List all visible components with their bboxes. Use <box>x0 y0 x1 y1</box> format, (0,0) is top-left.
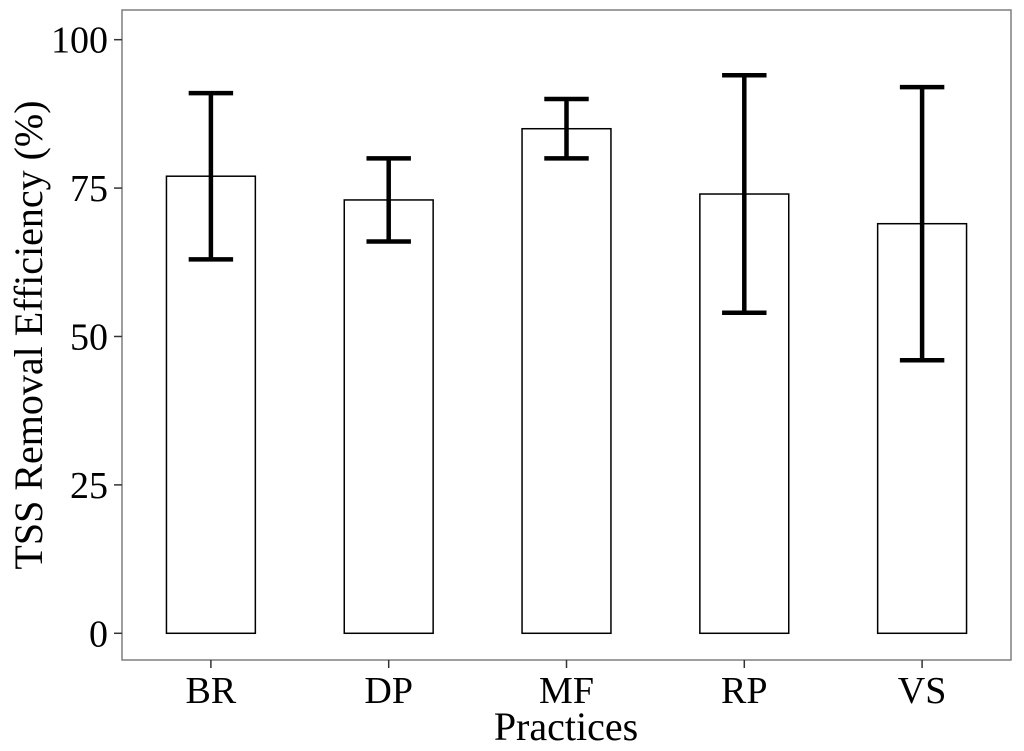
y-tick-label: 0 <box>89 613 108 655</box>
y-tick-label: 75 <box>70 168 108 210</box>
x-axis: BR DP MF RP VS <box>186 660 947 712</box>
y-axis-title: TSS Removal Efficiency (%) <box>6 100 51 569</box>
x-tick-label-mf: MF <box>539 670 594 712</box>
y-tick-label: 25 <box>70 465 108 507</box>
x-tick-label-rp: RP <box>721 670 767 712</box>
x-tick-label-dp: DP <box>364 670 413 712</box>
y-tick-label: 100 <box>51 20 108 62</box>
bar-mf <box>521 127 612 635</box>
x-axis-title: Practices <box>494 704 638 749</box>
x-tick-label-br: BR <box>186 670 237 712</box>
bar-dp <box>343 199 434 635</box>
error-bars-group <box>188 73 945 363</box>
x-tick-label-vs: VS <box>898 670 947 712</box>
y-axis: 0 25 50 75 100 <box>51 20 122 655</box>
y-tick-label: 50 <box>70 316 108 358</box>
